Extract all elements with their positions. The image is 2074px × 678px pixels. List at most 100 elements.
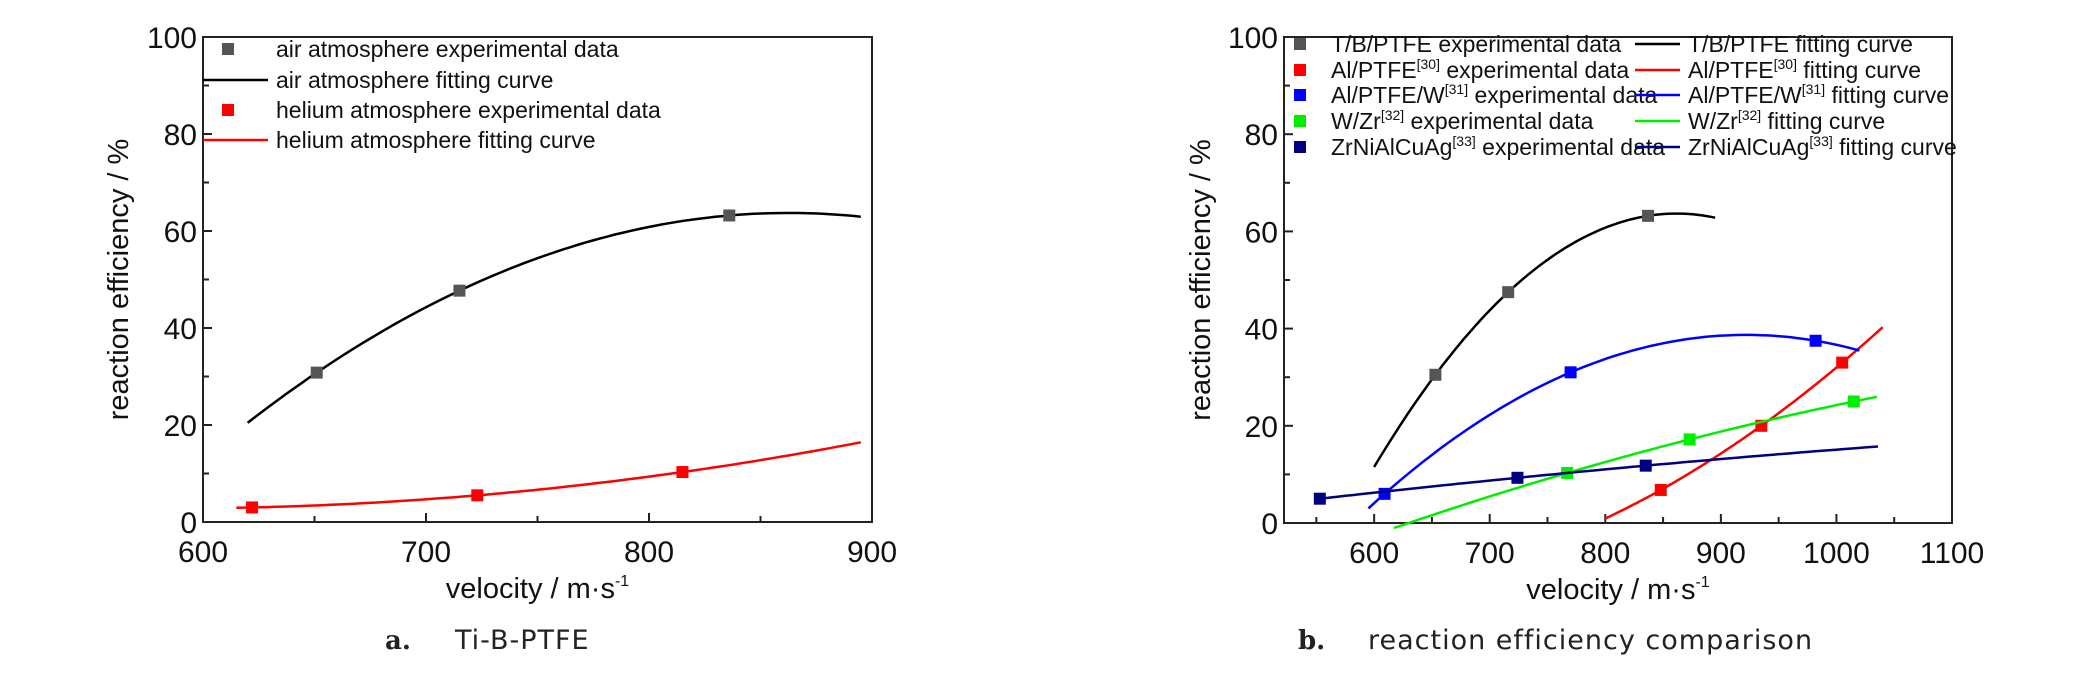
x-tick-label: 700 <box>401 536 451 569</box>
x-tick-label: 800 <box>624 536 674 569</box>
legend-label-text: Al/PTFE/W <box>1331 82 1445 108</box>
y-tick-label: 0 <box>180 507 197 540</box>
fit-curve-t-b-ptfe <box>1373 212 1716 468</box>
x-tick-label: 700 <box>1465 537 1515 570</box>
fit-curve-air-atmosphere <box>246 211 861 424</box>
legend-label-text: air atmosphere fitting curve <box>276 67 553 93</box>
legend-label-text: helium atmosphere experimental data <box>276 97 661 123</box>
chart-panel-a: 0 20 40 60 80 100 600 700 800 900 velocity / m·s-1… <box>103 22 897 656</box>
x-tick-label: 600 <box>1349 537 1399 570</box>
y-tick-label: 100 <box>1228 22 1278 55</box>
y-tick-label: 40 <box>1245 314 1278 347</box>
caption-letter: b. <box>1298 626 1325 656</box>
x-tick-label: 1100 <box>1920 537 1985 570</box>
data-point <box>471 489 484 502</box>
y-tick-label: 80 <box>1245 119 1278 152</box>
legend-marker <box>222 104 234 116</box>
caption: reaction efficiency comparison <box>1368 625 1813 656</box>
legend-label-text: experimental data <box>1432 31 1621 57</box>
x-axis-label-text: velocity / m·s <box>446 573 615 605</box>
data-point <box>1313 492 1326 505</box>
legend-item-data: W/Zr[32] experimental data <box>1331 107 1594 134</box>
legend: T/B/PTFE experimental data T/B/PTFE fitti… <box>1294 31 1957 160</box>
legend-item-fit: W/Zr[32] fitting curve <box>1688 107 1885 134</box>
legend-label-text: fitting curve <box>1789 31 1913 57</box>
legend-marker <box>1294 38 1306 50</box>
legend-label-text: fitting curve <box>1825 82 1949 108</box>
legend-label-sup: [32] <box>1738 107 1761 123</box>
x-tick-label: 800 <box>1580 537 1630 570</box>
legend-label-sup: [30] <box>1774 56 1797 72</box>
legend-label-sup: [31] <box>1802 81 1825 97</box>
caption-letter: a. <box>385 626 411 656</box>
legend-label-sup: [30] <box>1417 56 1440 72</box>
y-tick-label: 80 <box>164 119 197 152</box>
fit-curve-helium-atmosphere <box>236 441 862 510</box>
data-point <box>1564 366 1577 379</box>
y-tick-label: 20 <box>164 410 197 443</box>
data-point <box>1836 356 1849 369</box>
legend-label-text: helium atmosphere fitting curve <box>276 127 596 153</box>
legend-item-fit: air atmosphere fitting curve <box>276 67 553 93</box>
x-tick-label: 900 <box>1696 537 1746 570</box>
fit-curve-al-ptfe-w <box>1367 333 1860 510</box>
data-point <box>246 501 259 514</box>
legend-label-text: W/Zr <box>1688 108 1738 134</box>
legend-item-fit: Al/PTFE/W[31] fitting curve <box>1688 81 1949 108</box>
y-tick-label: 20 <box>1245 411 1278 444</box>
legend: air atmosphere experimental data air atmo… <box>203 36 661 153</box>
data-point <box>1847 395 1860 408</box>
y-tick-label: 60 <box>1245 216 1278 249</box>
legend-item-fit: T/B/PTFE fitting curve <box>1688 31 1913 57</box>
legend-label-sup: [33] <box>1452 133 1475 149</box>
y-tick-label: 0 <box>1261 508 1278 541</box>
legend-marker <box>1294 64 1306 76</box>
legend-item-data: T/B/PTFE experimental data <box>1331 31 1621 57</box>
legend-label-text: experimental data <box>1468 82 1657 108</box>
data-point <box>1378 487 1391 500</box>
legend-marker <box>1294 89 1306 101</box>
legend-marker <box>1294 115 1306 127</box>
chart-panel-b: 0 20 40 60 80 100 600 700 800 900 1000 1100 velocity… <box>1185 22 1984 656</box>
x-tick-label: 1000 <box>1803 537 1870 570</box>
legend-label-sup: [31] <box>1445 81 1468 97</box>
legend-item-data: Al/PTFE/W[31] experimental data <box>1331 81 1658 108</box>
data-point <box>453 284 466 297</box>
data-point <box>723 209 736 222</box>
legend-label-text: Al/PTFE/W <box>1688 82 1802 108</box>
fit-curve-al-ptfe <box>1604 326 1884 520</box>
fit-curve-zrnialcuag <box>1317 445 1879 501</box>
legend-item-fit: ZrNiAlCuAg[33] fitting curve <box>1688 133 1957 160</box>
legend-label-text: fitting curve <box>1797 57 1921 83</box>
y-tick-label: 100 <box>147 22 197 55</box>
legend-label-text: T/B/PTFE <box>1331 31 1432 57</box>
legend-label-text: ZrNiAlCuAg <box>1688 134 1809 160</box>
legend-label-text: experimental data <box>1476 134 1665 160</box>
legend-label-text: T/B/PTFE <box>1688 31 1789 57</box>
legend-marker <box>222 43 234 55</box>
y-axis-label: reaction efficiency / % <box>103 139 135 421</box>
legend-item-fit: Al/PTFE[30] fitting curve <box>1688 56 1921 83</box>
legend-label-text: ZrNiAlCuAg <box>1331 134 1452 160</box>
data-point <box>1502 286 1515 299</box>
x-tick-label: 600 <box>178 536 228 569</box>
legend-label-text: W/Zr <box>1331 108 1381 134</box>
x-tick-label: 900 <box>847 536 897 569</box>
y-tick-label: 40 <box>164 313 197 346</box>
legend-item-data: ZrNiAlCuAg[33] experimental data <box>1331 133 1665 160</box>
legend-marker <box>1294 141 1306 153</box>
data-point <box>1511 471 1524 484</box>
data-point <box>1809 334 1822 347</box>
x-axis-label-sup: -1 <box>1695 574 1709 591</box>
legend-label-sup: [33] <box>1809 133 1832 149</box>
y-tick-label: 60 <box>164 216 197 249</box>
legend-label-text: fitting curve <box>1761 108 1885 134</box>
y-axis-label: reaction efficiency / % <box>1185 139 1217 421</box>
data-point <box>676 466 689 479</box>
data-point <box>1654 483 1667 496</box>
data-point <box>310 366 323 379</box>
legend-item-fit: helium atmosphere fitting curve <box>276 127 596 153</box>
data-point <box>1639 459 1652 472</box>
legend-label-text: experimental data <box>1404 108 1593 134</box>
